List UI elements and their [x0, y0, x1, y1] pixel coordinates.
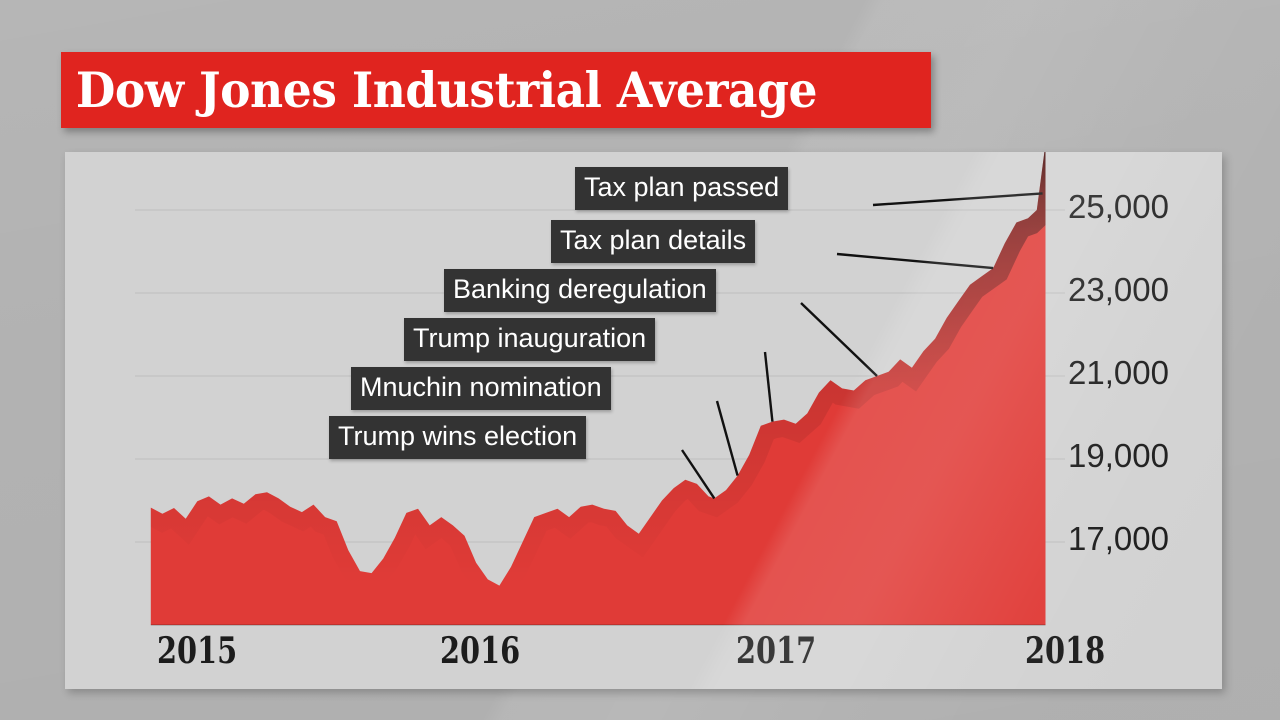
leader-line — [715, 400, 739, 476]
annotation-trump-inauguration: Trump inauguration — [404, 318, 656, 361]
y-tick-label-17000: 17,000 — [1068, 520, 1169, 557]
annotation-banking-deregulation: Banking deregulation — [444, 269, 716, 312]
series-area-dow-jones — [150, 152, 1046, 625]
leader-line — [763, 351, 774, 422]
annotation-mnuchin-nomination: Mnuchin nomination — [351, 367, 611, 410]
annotation-tax-plan-passed: Tax plan passed — [575, 167, 789, 210]
x-tick-label-2018: 2018 — [1025, 630, 1106, 672]
y-tick-label-25000: 25,000 — [1068, 188, 1169, 225]
x-tick-label-2017: 2017 — [736, 630, 817, 672]
y-tick-label-23000: 23,000 — [1068, 271, 1169, 308]
x-tick-label-2016: 2016 — [440, 630, 521, 672]
title-banner: Dow Jones Industrial Average — [61, 52, 931, 128]
leader-line — [836, 252, 994, 270]
annotation-trump-wins-election: Trump wins election — [329, 416, 587, 459]
page-title: Dow Jones Industrial Average — [75, 60, 818, 119]
chart-panel: 25,000 23,000 21,000 19,000 17,000 2015 … — [65, 152, 1222, 689]
x-tick-label-2015: 2015 — [157, 630, 238, 672]
dow-jones-area-chart — [135, 152, 1065, 626]
annotation-leader-lines — [681, 192, 1043, 500]
y-tick-label-19000: 19,000 — [1068, 437, 1169, 474]
leader-line — [681, 449, 716, 500]
y-tick-label-21000: 21,000 — [1068, 354, 1169, 391]
annotation-tax-plan-details: Tax plan details — [551, 220, 756, 263]
leader-line — [800, 302, 878, 377]
leader-line — [872, 192, 1043, 207]
